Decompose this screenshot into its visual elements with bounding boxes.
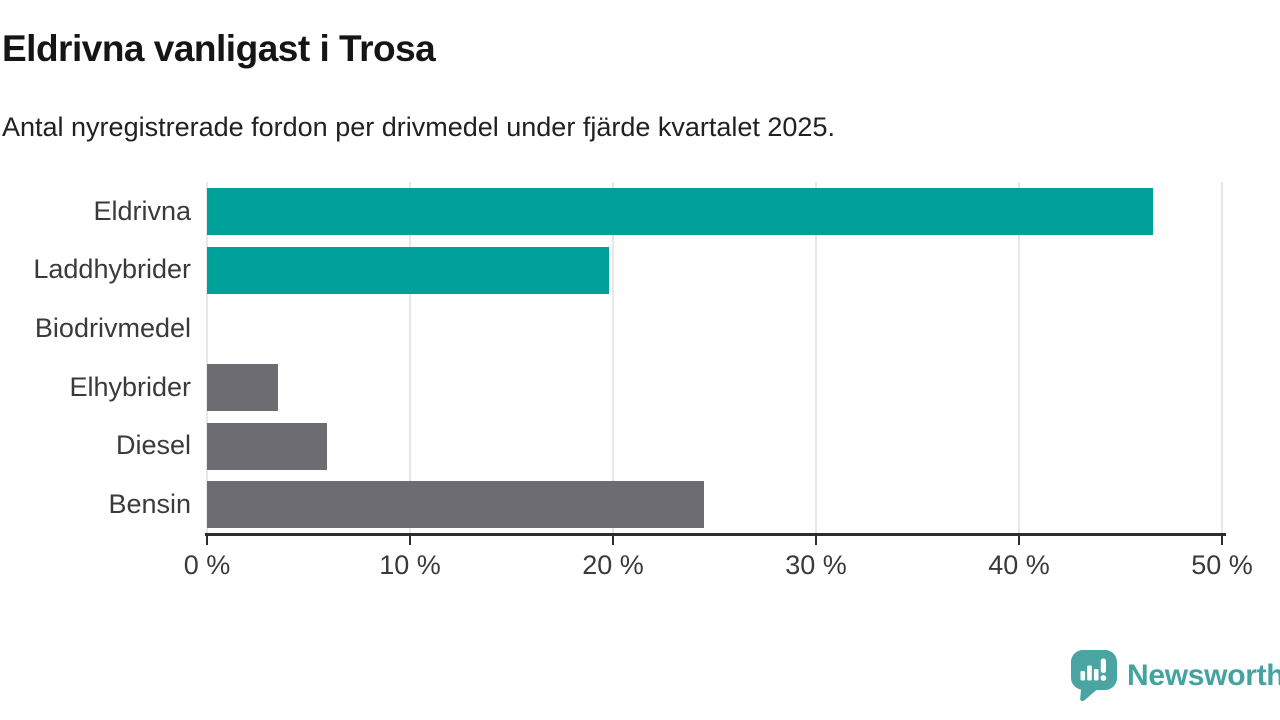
gridline-30: [815, 182, 817, 534]
brand-logo: Newsworthy: [1071, 649, 1280, 702]
x-tick-mark-40: [1018, 533, 1020, 545]
x-tick-mark-10: [409, 533, 411, 545]
x-tick-label: 30 %: [785, 550, 847, 580]
category-label-laddhybrider: Laddhybrider: [33, 254, 191, 285]
bar-diesel: [207, 422, 327, 470]
plot-area: [206, 182, 1223, 534]
category-label-eldrivna: Eldrivna: [93, 195, 191, 226]
x-tick-label: 0 %: [183, 550, 231, 580]
x-tick-mark-30: [815, 533, 817, 545]
chart-title: Eldrivna vanligast i Trosa: [2, 28, 436, 69]
x-tick-label: 20 %: [582, 550, 644, 580]
gridline-0: [206, 182, 208, 534]
y-axis-labels: Eldrivna Laddhybrider Biodrivmedel Elhybrid…: [0, 182, 191, 534]
chart-subtitle: Antal nyregistrerade fordon per drivmede…: [2, 112, 835, 142]
x-tick-mark-20: [612, 533, 614, 545]
category-label-bensin: Bensin: [108, 489, 191, 520]
x-tick-label: 40 %: [988, 550, 1050, 580]
x-tick-label: 50 %: [1191, 550, 1253, 580]
newsworthy-logo-icon: [1071, 650, 1117, 702]
x-tick-mark-0: [206, 533, 208, 545]
x-tick-label: 10 %: [379, 550, 441, 580]
x-axis: 0 % 10 % 20 % 30 % 40 % 50 %: [184, 533, 1253, 583]
x-tick-mark-50: [1221, 533, 1223, 545]
gridline-20: [612, 182, 614, 534]
brand-name: Newsworthy: [1127, 658, 1280, 692]
category-label-diesel: Diesel: [115, 430, 191, 461]
category-label-biodrivmedel: Biodrivmedel: [34, 313, 191, 344]
bar-eldrivna: [207, 187, 1153, 235]
bar-laddhybrider: [207, 246, 609, 294]
gridline-10: [409, 182, 411, 534]
category-label-elhybrider: Elhybrider: [69, 371, 191, 402]
bar-elhybrider: [207, 363, 279, 411]
gridline-40: [1018, 182, 1020, 534]
bar-bensin: [207, 481, 705, 529]
x-axis-line: [205, 533, 1226, 536]
gridline-50: [1221, 182, 1223, 534]
